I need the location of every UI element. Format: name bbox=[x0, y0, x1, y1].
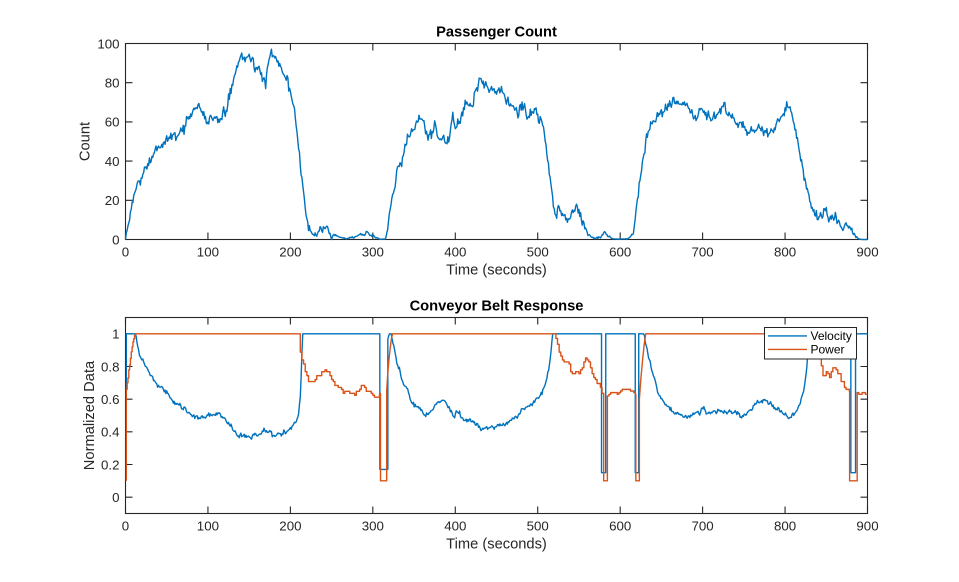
svg-text:1: 1 bbox=[112, 327, 119, 342]
svg-text:Passenger Count: Passenger Count bbox=[436, 25, 557, 41]
svg-text:0.4: 0.4 bbox=[101, 425, 120, 440]
svg-text:500: 500 bbox=[527, 519, 549, 534]
svg-text:0: 0 bbox=[112, 232, 119, 247]
svg-text:300: 300 bbox=[362, 519, 384, 534]
svg-text:Conveyor Belt Response: Conveyor Belt Response bbox=[410, 298, 584, 314]
svg-text:20: 20 bbox=[105, 193, 120, 208]
svg-text:600: 600 bbox=[609, 519, 631, 534]
svg-text:300: 300 bbox=[362, 245, 384, 260]
svg-text:0: 0 bbox=[112, 490, 119, 505]
svg-text:500: 500 bbox=[527, 245, 549, 260]
svg-text:Time (seconds): Time (seconds) bbox=[446, 537, 547, 553]
svg-text:0.6: 0.6 bbox=[101, 392, 120, 407]
svg-text:0.8: 0.8 bbox=[101, 359, 120, 374]
svg-text:Count: Count bbox=[78, 122, 94, 161]
svg-text:400: 400 bbox=[444, 245, 466, 260]
svg-text:Velocity: Velocity bbox=[811, 329, 852, 343]
svg-text:900: 900 bbox=[856, 245, 878, 260]
svg-text:60: 60 bbox=[105, 115, 120, 130]
svg-text:Normalized Data: Normalized Data bbox=[82, 360, 98, 470]
svg-text:700: 700 bbox=[692, 519, 714, 534]
svg-text:600: 600 bbox=[609, 245, 631, 260]
svg-text:400: 400 bbox=[444, 519, 466, 534]
svg-text:800: 800 bbox=[774, 519, 796, 534]
svg-text:Time (seconds): Time (seconds) bbox=[446, 263, 547, 279]
svg-text:40: 40 bbox=[105, 154, 120, 169]
svg-text:900: 900 bbox=[856, 519, 878, 534]
svg-text:100: 100 bbox=[97, 36, 119, 51]
svg-text:Power: Power bbox=[811, 343, 845, 357]
svg-text:700: 700 bbox=[692, 245, 714, 260]
svg-text:100: 100 bbox=[197, 519, 219, 534]
svg-text:200: 200 bbox=[279, 245, 301, 260]
svg-text:200: 200 bbox=[279, 519, 301, 534]
svg-text:0.2: 0.2 bbox=[101, 457, 120, 472]
svg-text:0: 0 bbox=[122, 519, 129, 534]
svg-text:0: 0 bbox=[122, 245, 129, 260]
svg-text:800: 800 bbox=[774, 245, 796, 260]
svg-text:100: 100 bbox=[197, 245, 219, 260]
svg-text:80: 80 bbox=[105, 76, 120, 91]
